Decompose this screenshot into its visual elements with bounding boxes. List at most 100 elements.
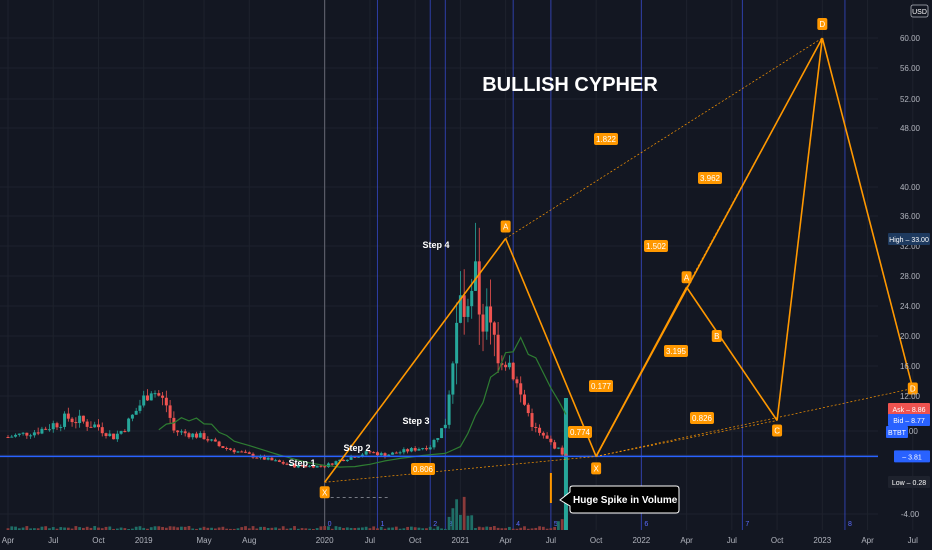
ratio-value: 3.195 (666, 347, 687, 356)
volume-marker (549, 473, 552, 503)
point-label: D (819, 20, 825, 29)
volume-bar (496, 527, 500, 530)
candle-body (293, 463, 297, 468)
candle-body (511, 362, 515, 380)
volume-bar (364, 526, 368, 530)
candle-body (104, 433, 108, 437)
volume-bar (447, 516, 451, 530)
volume-bar (357, 527, 361, 530)
candle-body (270, 457, 274, 461)
candle-body (164, 397, 168, 406)
volume-bar (66, 527, 70, 530)
candle-body (421, 448, 425, 450)
time-tick-label: Jul (365, 536, 375, 545)
ratio-box (594, 133, 618, 145)
volume-bar (161, 526, 164, 530)
price-tick-label: 32.00 (900, 242, 921, 251)
candle-body (244, 451, 248, 453)
candle-body (36, 432, 40, 434)
volume-bar (560, 519, 564, 530)
chart-title: BULLISH CYPHER (482, 74, 658, 96)
volume-bar (93, 526, 97, 530)
price-tag-text: High – 33.00 (889, 237, 929, 244)
volume-bar (14, 526, 17, 530)
volume-bar (500, 528, 504, 530)
volume-bar (360, 527, 364, 530)
vertical-marker-index: 1 (380, 521, 384, 528)
candle-body (130, 414, 134, 419)
volume-bar (59, 527, 63, 530)
ratio-box (644, 240, 668, 252)
candle-body (221, 446, 225, 448)
point-badge (500, 220, 511, 233)
candle-body (176, 430, 180, 433)
point-badge (817, 18, 828, 30)
volume-bar (198, 527, 202, 530)
moving-average-line (158, 336, 567, 468)
candle-body (179, 431, 183, 433)
candle-body (530, 413, 534, 427)
candle-body (432, 439, 436, 448)
candle-body (342, 459, 346, 462)
candle-body (78, 415, 82, 424)
candle-body (266, 457, 270, 460)
candle-body (349, 456, 353, 460)
ratio-box (568, 426, 592, 438)
point-badge (319, 486, 330, 499)
volume-bar (368, 528, 372, 530)
volume-bar (338, 526, 342, 530)
price-tick-label: 20.00 (900, 332, 921, 341)
ratio-box (411, 463, 435, 475)
candle-body (541, 432, 545, 436)
volume-bar (63, 527, 66, 530)
candle-body (492, 322, 496, 335)
time-tick-label: Aug (242, 536, 256, 545)
candle-body (504, 364, 508, 368)
candle-body (161, 395, 165, 398)
candle-body (462, 295, 466, 317)
volume-bar (413, 527, 417, 530)
volume-bar (451, 508, 455, 530)
candle-body (372, 452, 376, 454)
volume-bar (459, 514, 462, 530)
candle-body (353, 456, 357, 458)
pattern-point-A2: A (681, 271, 692, 284)
ratio-badge: 0.177 (589, 380, 613, 392)
ratio-value: 3.962 (700, 174, 721, 183)
candle-body (296, 465, 300, 468)
candle-body (424, 448, 428, 450)
candle-body (394, 452, 398, 454)
ratio-badge: 1.822 (594, 133, 618, 145)
vertical-marker-index: 7 (745, 521, 749, 528)
candle-body (345, 459, 349, 462)
candle-body (304, 466, 308, 468)
volume-bar (349, 527, 353, 530)
candle-body (93, 424, 97, 428)
volume-bar (274, 527, 278, 530)
point-label: A (684, 273, 690, 282)
volume-bar (217, 527, 221, 530)
volume-bar (492, 526, 496, 530)
volume-bar (428, 526, 432, 530)
step-label: Step 2 (343, 443, 370, 453)
candle-body (300, 465, 304, 467)
volume-bar (474, 528, 477, 530)
ratio-value: 0.806 (413, 465, 434, 474)
time-tick-label: Jul (48, 536, 58, 545)
volume-bar (481, 527, 485, 530)
cypher-pattern (324, 37, 914, 498)
point-label: B (714, 332, 719, 341)
volume-bar (470, 515, 474, 530)
candle-body (47, 429, 51, 431)
pattern-ratio-line (686, 37, 823, 288)
volume-bar (334, 526, 338, 530)
volume-bar (462, 496, 466, 530)
volume-bar (327, 526, 330, 530)
candle-body (409, 448, 413, 452)
time-tick-label: 2020 (316, 536, 334, 545)
volume-bar (123, 528, 127, 530)
volume-bar (319, 526, 323, 530)
candle-body (477, 261, 481, 315)
point-label: A (503, 223, 509, 232)
volume-bar (206, 527, 210, 530)
